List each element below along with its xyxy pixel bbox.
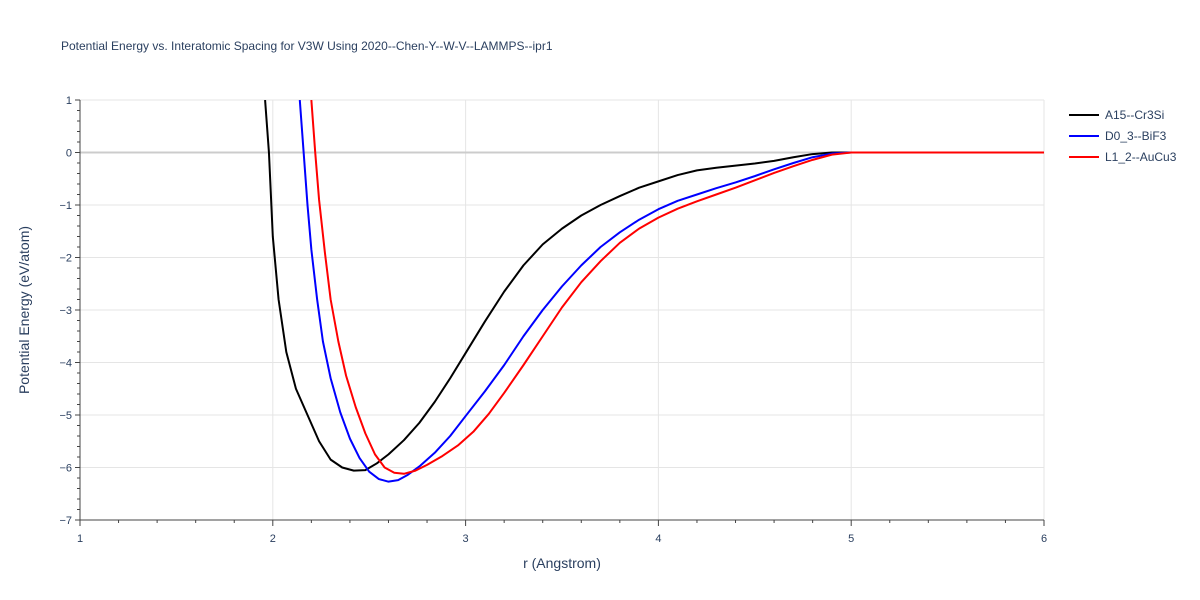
chart-title: Potential Energy vs. Interatomic Spacing… [61, 39, 553, 53]
y-tick-label: −2 [59, 253, 72, 265]
legend-label: D0_3--BiF3 [1105, 129, 1167, 143]
series-line-1 [298, 100, 1044, 483]
grid-lines [80, 99, 1045, 520]
legend-label: A15--Cr3Si [1105, 108, 1164, 122]
x-tick-labels: 1 2 3 4 5 6 [77, 533, 1047, 545]
y-tick-label: −3 [59, 305, 72, 317]
y-tick-label: −1 [59, 200, 72, 212]
y-tick-labels: 1 0 −1 −2 −3 −4 −5 −6 −7 [59, 95, 72, 527]
y-tick-label: −4 [59, 358, 72, 370]
legend-label: L1_2--AuCu3 [1105, 150, 1177, 164]
y-tick-label: 0 [66, 148, 72, 160]
x-tick-label: 3 [463, 533, 469, 545]
series-lines [264, 100, 1044, 483]
x-axis-title: r (Angstrom) [523, 555, 601, 571]
y-tick-label: −7 [59, 515, 72, 527]
x-tick-label: 5 [848, 533, 854, 545]
y-tick-label: −5 [59, 410, 72, 422]
axes [75, 99, 1045, 526]
x-tick-label: 1 [77, 533, 83, 545]
legend: A15--Cr3Si D0_3--BiF3 L1_2--AuCu3 [1069, 108, 1177, 164]
y-tick-label: 1 [66, 95, 72, 107]
series-line-2 [310, 100, 1044, 475]
x-tick-label: 2 [270, 533, 276, 545]
y-axis-title: Potential Energy (eV/atom) [16, 226, 32, 394]
x-tick-label: 4 [655, 533, 661, 545]
x-tick-label: 6 [1041, 533, 1047, 545]
y-tick-label: −6 [59, 463, 72, 475]
series-line-0 [264, 100, 1044, 472]
